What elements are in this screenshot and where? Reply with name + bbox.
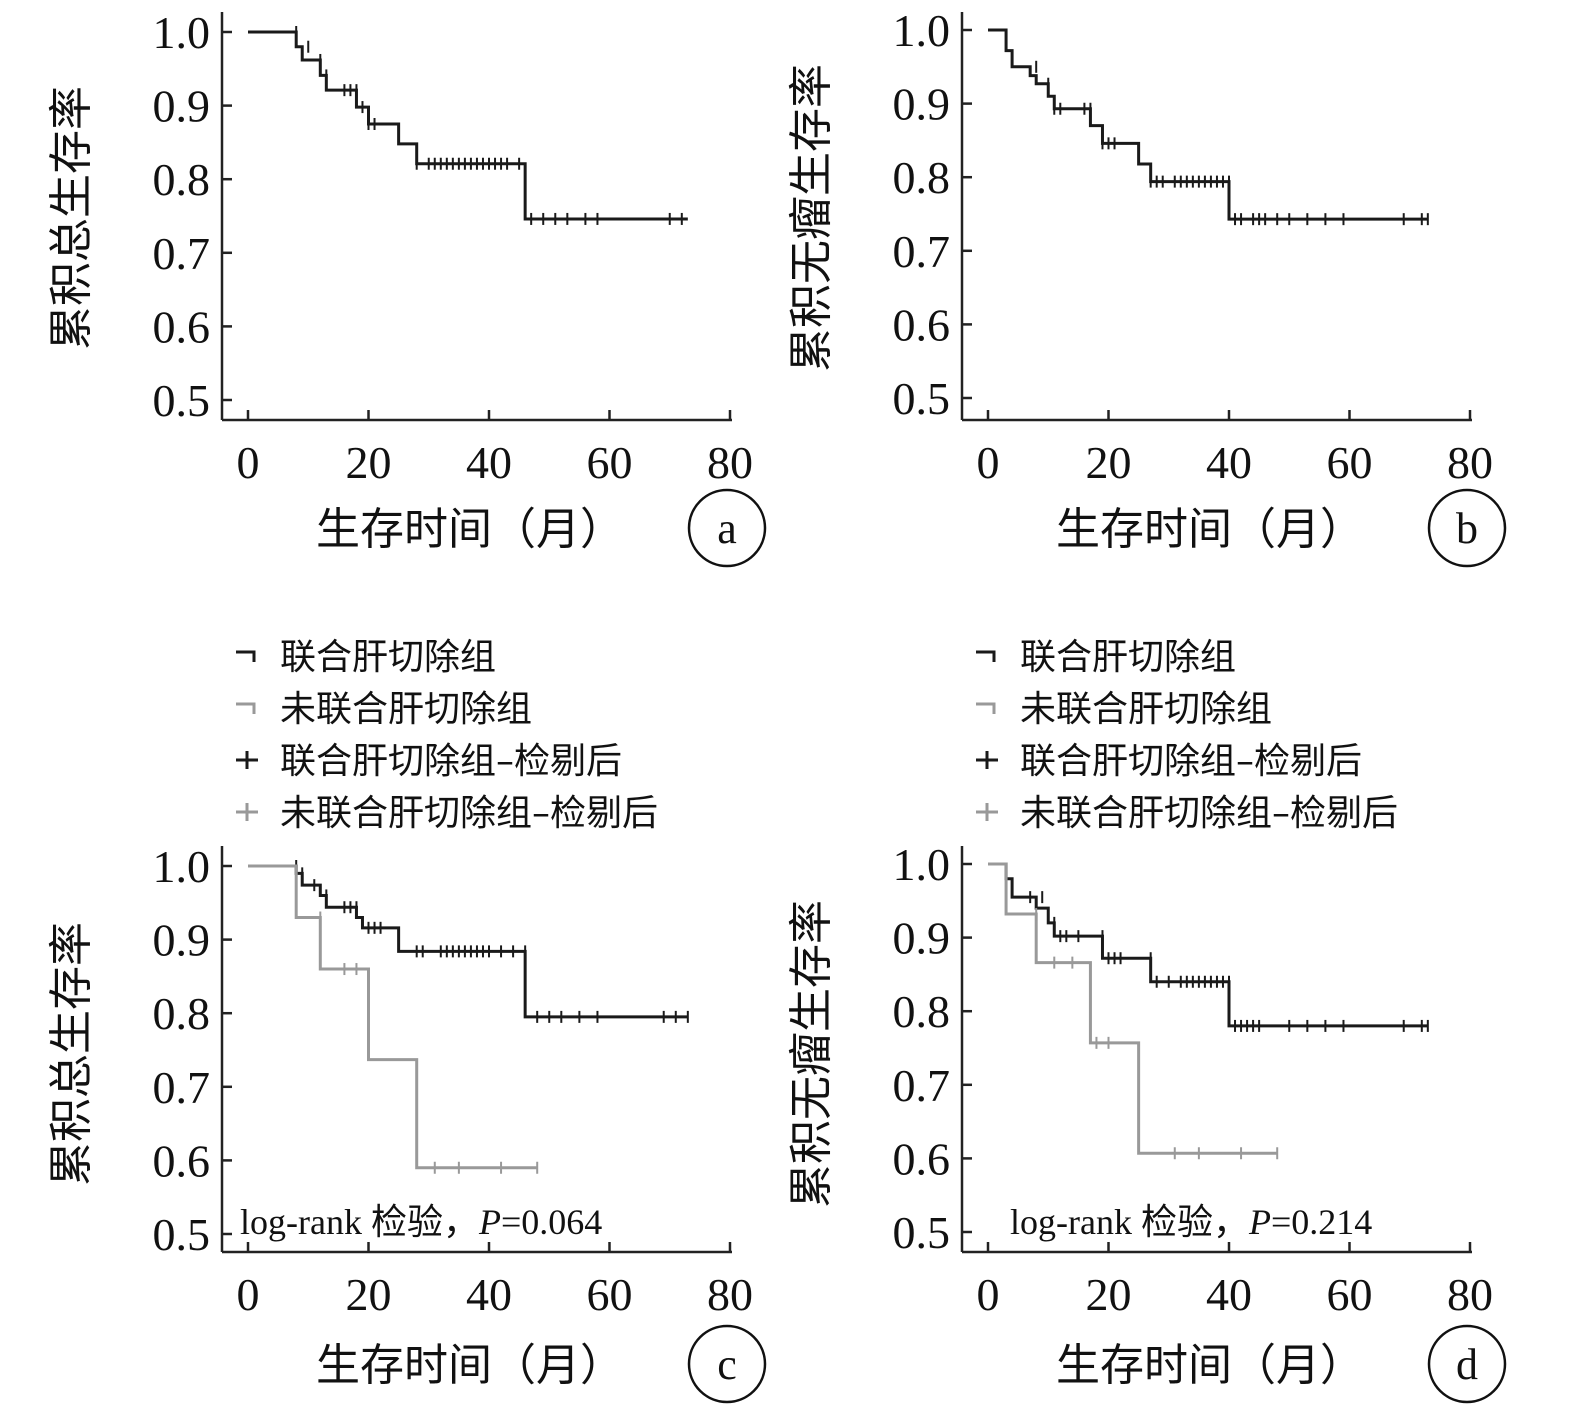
y-axis-title: 累积总生存率 bbox=[46, 922, 97, 1186]
survival-curve bbox=[248, 864, 688, 1019]
series-combined bbox=[248, 26, 688, 225]
y-tick-label: 0.8 bbox=[893, 986, 951, 1037]
y-tick-label: 0.7 bbox=[153, 228, 211, 279]
y-tick-label: 1.0 bbox=[893, 5, 951, 56]
p-symbol: P bbox=[1248, 1202, 1271, 1242]
x-tick-label: 0 bbox=[237, 437, 260, 488]
legend-label: 联合肝切除组–检剔后 bbox=[280, 741, 622, 782]
survival-curve bbox=[988, 862, 1428, 1028]
legend-label: 联合肝切除组 bbox=[1020, 637, 1236, 678]
annotation-text: log-rank 检验， bbox=[240, 1202, 479, 1242]
series-combined bbox=[988, 862, 1429, 1032]
y-tick-label: 0.6 bbox=[153, 1135, 211, 1186]
y-tick-label: 0.7 bbox=[153, 1062, 211, 1113]
x-tick-label: 60 bbox=[1327, 437, 1373, 488]
panel-d: 0.5 0.6 0.7 0.8 0.9 1.0 0 20 40 60 80 生存时间（月） 累积无瘤生存… bbox=[786, 637, 1507, 1404]
y-tick-label: 0.5 bbox=[153, 375, 211, 426]
panel-letter-circle bbox=[687, 1324, 767, 1404]
x-tick-label: 60 bbox=[587, 437, 633, 488]
y-tick-label: 0.6 bbox=[893, 299, 951, 350]
logrank-annotation: log-rank 检验，P=0.214 bbox=[1010, 1202, 1372, 1242]
x-tick-label: 20 bbox=[1086, 437, 1132, 488]
y-tick-label: 0.8 bbox=[153, 154, 211, 205]
x-axis-title: 生存时间（月） bbox=[1056, 504, 1364, 555]
x-tick-label: 20 bbox=[346, 437, 392, 488]
p-value: =0.214 bbox=[1271, 1202, 1372, 1242]
panel-letter: d bbox=[1456, 1340, 1478, 1389]
series-combined bbox=[248, 860, 689, 1023]
survival-curve bbox=[988, 862, 1278, 1155]
x-tick-label: 80 bbox=[707, 1269, 753, 1320]
x-tick-label: 20 bbox=[346, 1269, 392, 1320]
survival-curve bbox=[248, 864, 538, 1170]
series-non-combined bbox=[248, 864, 539, 1174]
panel-letter-circle bbox=[1427, 488, 1507, 568]
x-tick-label: 80 bbox=[1447, 1269, 1493, 1320]
y-axis-title: 累积无瘤生存率 bbox=[786, 64, 837, 372]
panel-letter: a bbox=[717, 504, 737, 553]
x-tick-label: 40 bbox=[1206, 437, 1252, 488]
y-tick-label: 0.5 bbox=[893, 373, 951, 424]
panel-c: 0.5 0.6 0.7 0.8 0.9 1.0 0 20 40 60 80 生存时间（月） 累积总生存率… bbox=[46, 637, 767, 1404]
x-tick-label: 40 bbox=[466, 437, 512, 488]
legend-label: 未联合肝切除组 bbox=[1020, 689, 1272, 730]
legend-swatch bbox=[976, 650, 996, 662]
y-tick-label: 0.8 bbox=[893, 152, 951, 203]
x-axis-title: 生存时间（月） bbox=[316, 1340, 624, 1391]
logrank-annotation: log-rank 检验，P=0.064 bbox=[240, 1202, 602, 1242]
series-non-combined bbox=[988, 862, 1279, 1160]
y-axis-title: 累积总生存率 bbox=[46, 86, 97, 350]
legend-label: 未联合肝切除组–检剔后 bbox=[280, 793, 658, 834]
x-tick-label: 60 bbox=[587, 1269, 633, 1320]
y-tick-label: 0.5 bbox=[893, 1207, 951, 1258]
y-tick-label: 0.9 bbox=[153, 81, 211, 132]
annotation-text: log-rank 检验， bbox=[1010, 1202, 1249, 1242]
survival-curve bbox=[248, 30, 688, 221]
panel-letter-circle bbox=[687, 488, 767, 568]
x-tick-label: 60 bbox=[1327, 1269, 1373, 1320]
legend-swatch bbox=[976, 702, 996, 714]
y-tick-label: 0.9 bbox=[153, 915, 211, 966]
legend-swatch bbox=[236, 702, 256, 714]
y-tick-label: 0.6 bbox=[153, 301, 211, 352]
y-tick-label: 0.7 bbox=[893, 226, 951, 277]
y-tick-label: 0.5 bbox=[153, 1209, 211, 1260]
y-tick-label: 0.6 bbox=[893, 1133, 951, 1184]
legend-label: 未联合肝切除组 bbox=[280, 689, 532, 730]
x-axis-title: 生存时间（月） bbox=[1056, 1340, 1364, 1391]
panel-letter-circle bbox=[1427, 1324, 1507, 1404]
panel-letter: b bbox=[1456, 504, 1478, 553]
legend-label: 未联合肝切除组–检剔后 bbox=[1020, 793, 1398, 834]
y-tick-label: 1.0 bbox=[153, 841, 211, 892]
legend-label: 联合肝切除组 bbox=[280, 637, 496, 678]
x-tick-label: 40 bbox=[466, 1269, 512, 1320]
legend-label: 联合肝切除组–检剔后 bbox=[1020, 741, 1362, 782]
y-tick-label: 0.8 bbox=[153, 988, 211, 1039]
x-tick-label: 40 bbox=[1206, 1269, 1252, 1320]
x-tick-label: 80 bbox=[707, 437, 753, 488]
legend-swatch bbox=[236, 650, 256, 662]
panel-a: 0.5 0.6 0.7 0.8 0.9 1.0 0 20 40 60 80 生存时间（月） 累积总生存率… bbox=[46, 7, 767, 568]
y-tick-label: 0.7 bbox=[893, 1060, 951, 1111]
y-tick-label: 1.0 bbox=[893, 839, 951, 890]
series-combined bbox=[988, 28, 1429, 226]
panel-letter: c bbox=[717, 1340, 737, 1389]
survival-curve bbox=[988, 28, 1428, 221]
x-tick-label: 0 bbox=[237, 1269, 260, 1320]
y-tick-label: 0.9 bbox=[893, 79, 951, 130]
y-axis-title: 累积无瘤生存率 bbox=[786, 900, 837, 1208]
x-tick-label: 20 bbox=[1086, 1269, 1132, 1320]
x-axis-title: 生存时间（月） bbox=[316, 504, 624, 555]
x-tick-label: 80 bbox=[1447, 437, 1493, 488]
panel-b: 0.5 0.6 0.7 0.8 0.9 1.0 0 20 40 60 80 生存时间（月） 累积无瘤生存… bbox=[786, 5, 1507, 568]
x-tick-label: 0 bbox=[977, 437, 1000, 488]
y-tick-label: 0.9 bbox=[893, 913, 951, 964]
x-tick-label: 0 bbox=[977, 1269, 1000, 1320]
p-symbol: P bbox=[478, 1202, 501, 1242]
y-tick-label: 1.0 bbox=[153, 7, 211, 58]
p-value: =0.064 bbox=[501, 1202, 602, 1242]
